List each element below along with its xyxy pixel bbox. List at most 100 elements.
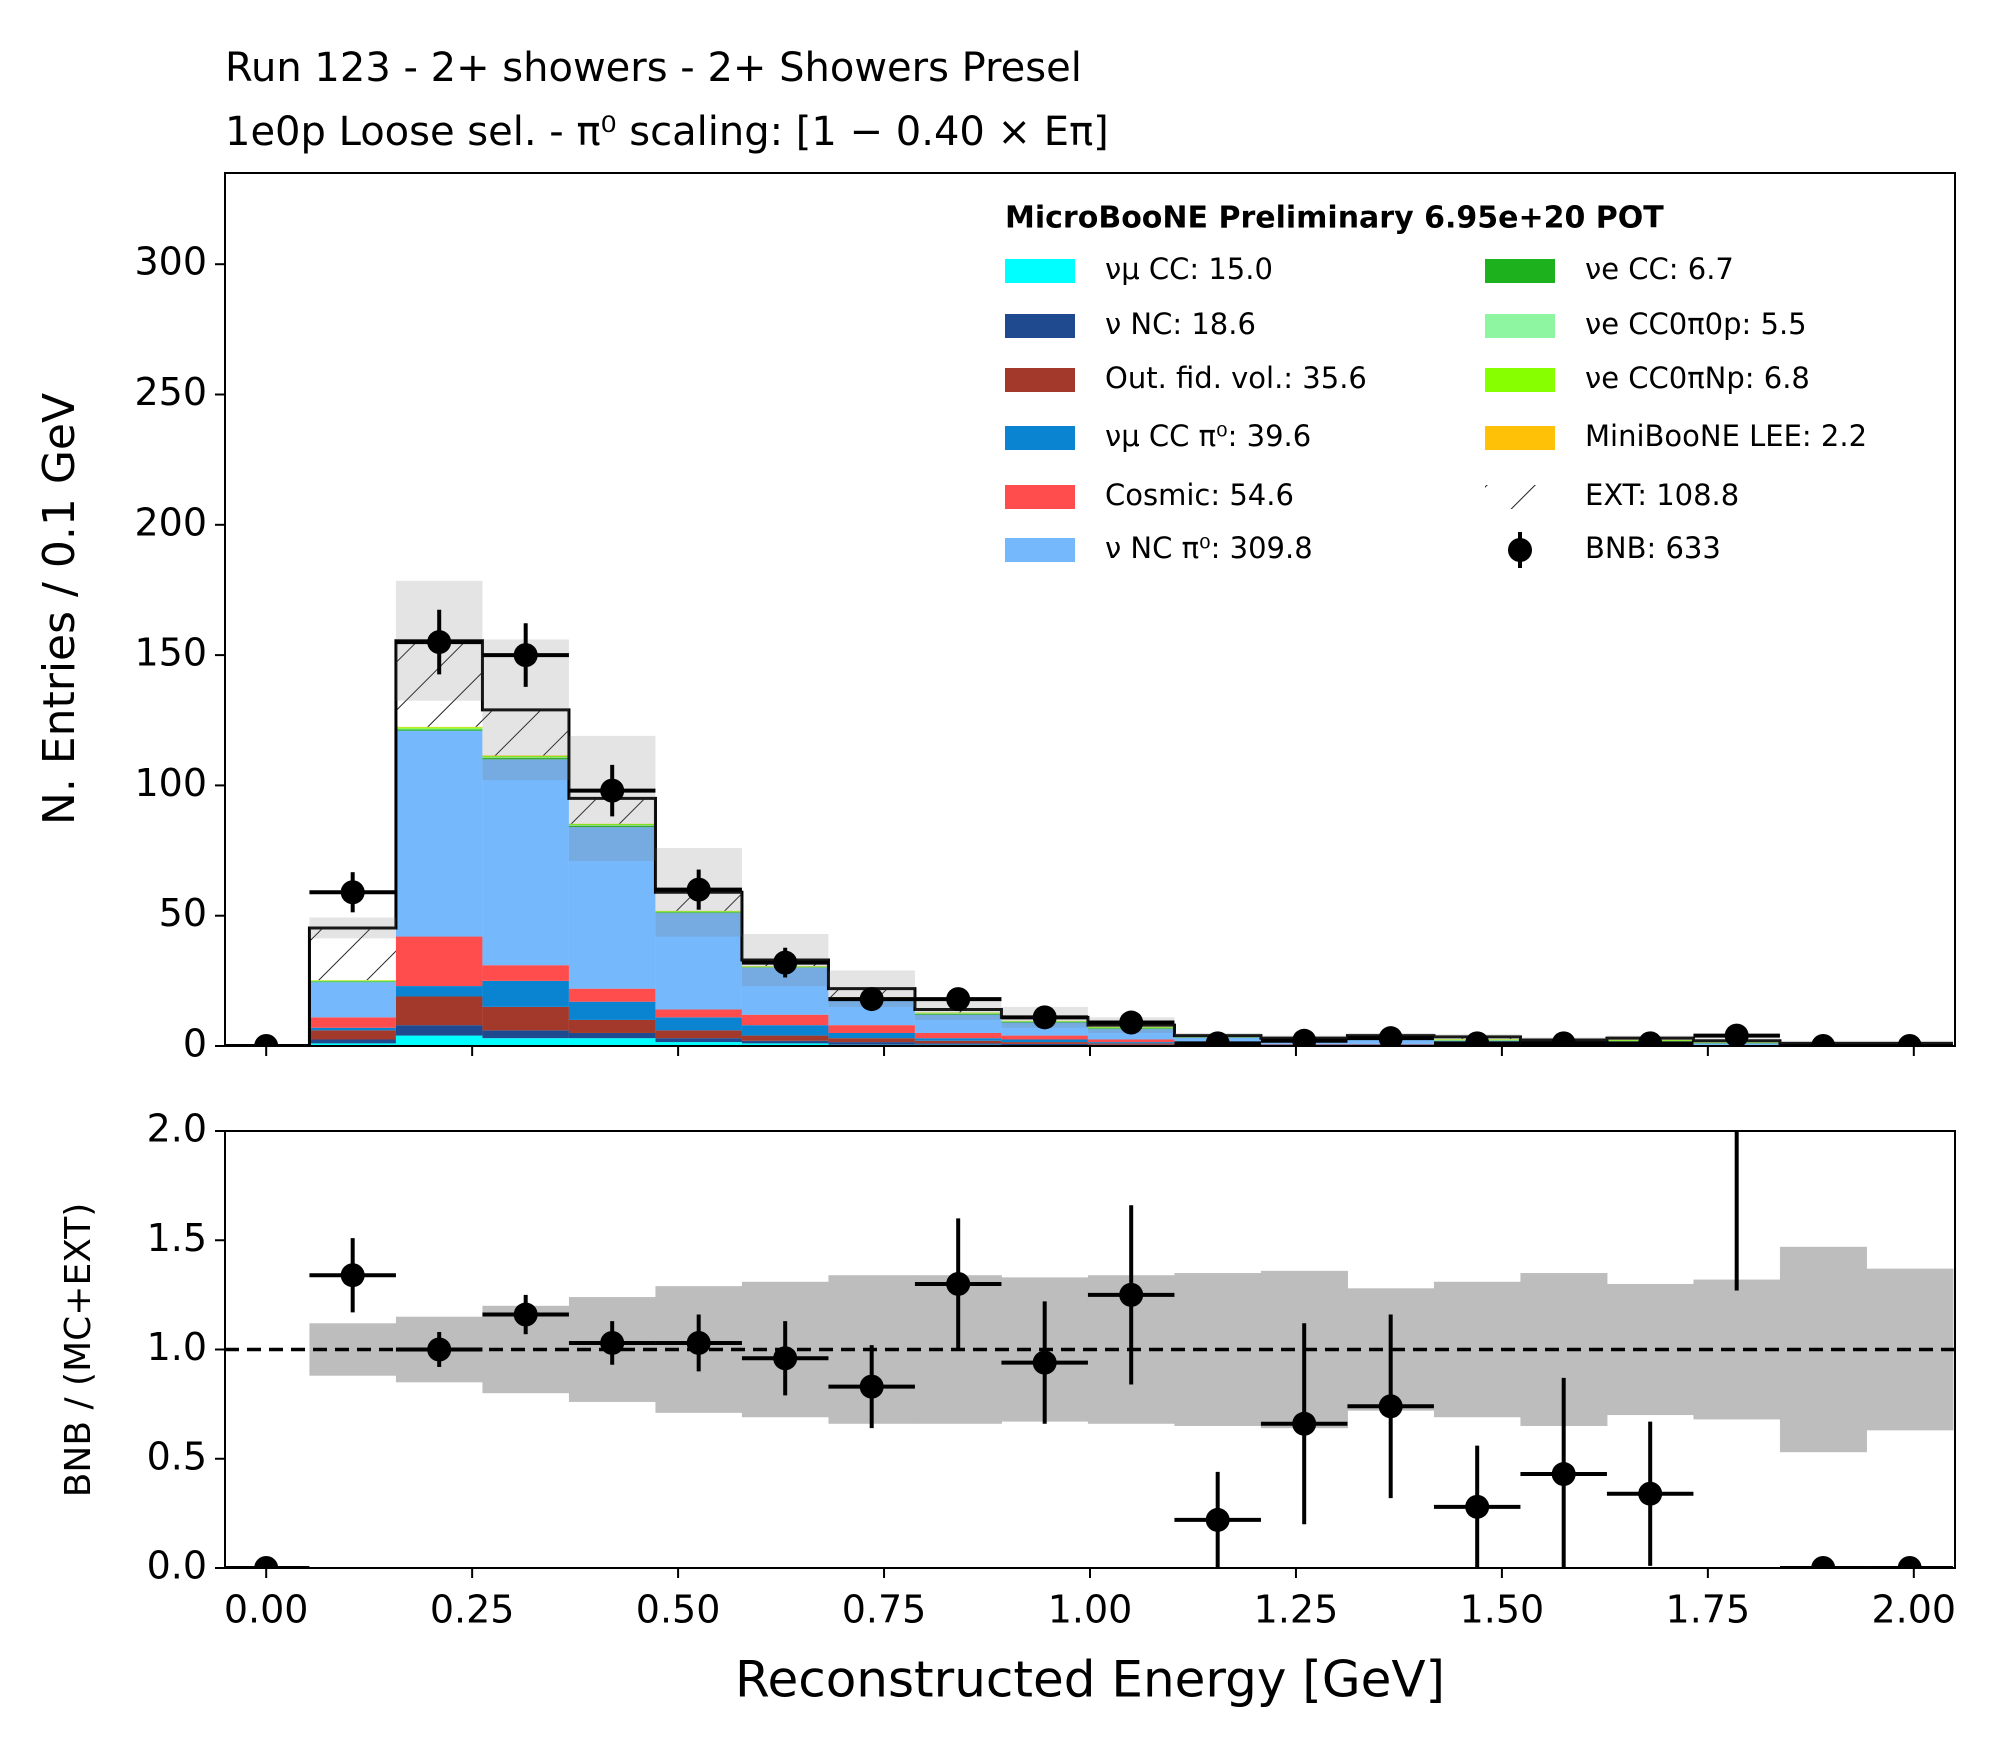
bar-segment: [655, 911, 742, 912]
legend-swatch: [1485, 485, 1555, 509]
data-point: [513, 1302, 538, 1327]
bar-segment: [395, 730, 483, 937]
bar-segment: [1001, 1043, 1088, 1046]
bar-segment: [655, 912, 742, 914]
data-point: [1465, 1031, 1490, 1046]
data-point: [1551, 1031, 1576, 1046]
y-tick-label: 1.0: [147, 1325, 207, 1369]
bar-segment: [655, 1009, 742, 1018]
bar-segment: [482, 759, 569, 966]
x-tick-label: 1.00: [1048, 1588, 1133, 1632]
bar-segment: [309, 980, 396, 982]
bar-segment: [741, 1043, 829, 1046]
bar-segment: [482, 1030, 569, 1039]
bar-segment: [568, 823, 656, 826]
bar-segment: [828, 1038, 915, 1043]
data-point: [600, 1330, 625, 1355]
bar-segment: [914, 1014, 1002, 1033]
x-tick-label: 1.50: [1460, 1588, 1545, 1632]
bar-segment: [395, 996, 483, 1026]
data-point: [1378, 1026, 1403, 1046]
ratio-plot: [225, 1131, 1955, 1568]
bar-segment: [741, 1035, 829, 1041]
chart-title: Run 123 - 2+ showers - 2+ Showers Presel: [225, 45, 1082, 91]
bar-segment: [828, 1025, 915, 1033]
x-tick-label: 2.00: [1872, 1588, 1957, 1632]
data-point: [686, 877, 711, 902]
plot-frame: [224, 172, 1956, 1047]
data-point: [1638, 1031, 1663, 1046]
data-point: [254, 1034, 279, 1046]
bar-segment: [655, 1017, 742, 1031]
data-point: [427, 1337, 452, 1362]
data-point: [254, 1556, 279, 1568]
bar-segment: [482, 980, 569, 1007]
data-point: [1897, 1034, 1922, 1046]
bar-segment: [741, 1040, 829, 1044]
legend-label: νe CC0π0p: 5.5: [1585, 307, 1807, 341]
x-tick-label: 1.25: [1254, 1588, 1339, 1632]
legend-swatch: [1005, 426, 1075, 450]
legend-label: ν NC π⁰: 309.8: [1105, 531, 1313, 565]
bar-segment: [309, 982, 396, 1018]
data-point: [1897, 1556, 1922, 1568]
bar-segment: [914, 1013, 1002, 1014]
x-tick-label: 0.50: [636, 1588, 721, 1632]
legend-label: Out. fid. vol.: 35.6: [1105, 361, 1367, 395]
bar-segment: [482, 1038, 569, 1046]
data-point: [1032, 1350, 1057, 1375]
bar-segment: [655, 913, 742, 1010]
plot-frame: [224, 1130, 1956, 1569]
x-axis-label: Reconstructed Energy [GeV]: [735, 1651, 1445, 1709]
bar-segment: [914, 1038, 1002, 1041]
data-point: [1292, 1411, 1317, 1436]
bar-segment: [395, 1025, 483, 1036]
data-point: [1724, 1023, 1749, 1046]
data-point: [1465, 1494, 1490, 1519]
data-point: [600, 778, 625, 803]
bar-segment: [1001, 1042, 1088, 1044]
x-tick-label: 0.25: [430, 1588, 515, 1632]
bar-segment: [828, 1042, 915, 1045]
bar-segment: [309, 927, 396, 981]
bar-segment: [1087, 1043, 1175, 1045]
bar-segment: [482, 1006, 569, 1031]
bar-segment: [482, 709, 569, 756]
data-point: [773, 950, 798, 975]
y-axis-label: BNB / (MC+EXT): [58, 1203, 99, 1498]
data-point: [1292, 1028, 1317, 1046]
legend-marker: [1508, 538, 1532, 562]
y-tick-label: 150: [134, 631, 207, 675]
bar-segment: [568, 1001, 656, 1020]
data-point: [1119, 1282, 1144, 1307]
axes: 0 50 100 150 200 250 300 MicroBooNE Preliminary…: [134, 172, 1957, 1632]
bar-segment: [309, 1027, 396, 1031]
y-tick-label: 2.0: [147, 1107, 207, 1151]
bar-segment: [482, 965, 569, 981]
bar-segment: [482, 758, 569, 760]
bar-segment: [395, 727, 483, 729]
bar-segment: [309, 981, 396, 983]
bar-segment: [655, 911, 742, 913]
error-band: [309, 917, 396, 939]
x-tick-label: 1.75: [1666, 1588, 1751, 1632]
y-tick-label: 100: [134, 761, 207, 805]
y-tick-label: 1.5: [147, 1216, 207, 1260]
bar-segment: [655, 1042, 742, 1046]
y-tick-label: 0: [183, 1022, 207, 1066]
bar-segment: [568, 825, 656, 828]
legend-label: νe CC0πNp: 6.8: [1585, 361, 1810, 395]
bar-segment: [395, 986, 483, 997]
legend-swatch: [1005, 538, 1075, 562]
data-point: [1205, 1031, 1230, 1046]
bar-segment: [1001, 1039, 1088, 1043]
bar-segment: [655, 1038, 742, 1043]
data-point: [1811, 1034, 1836, 1046]
main-plot: [225, 580, 1953, 1046]
chart-subtitle: 1e0p Loose sel. - π⁰ scaling: [1 − 0.40 …: [225, 109, 1109, 155]
data-point: [1378, 1394, 1403, 1419]
legend-swatch: [1485, 259, 1555, 283]
legend-swatch: [1005, 368, 1075, 392]
bar-segment: [395, 726, 483, 728]
